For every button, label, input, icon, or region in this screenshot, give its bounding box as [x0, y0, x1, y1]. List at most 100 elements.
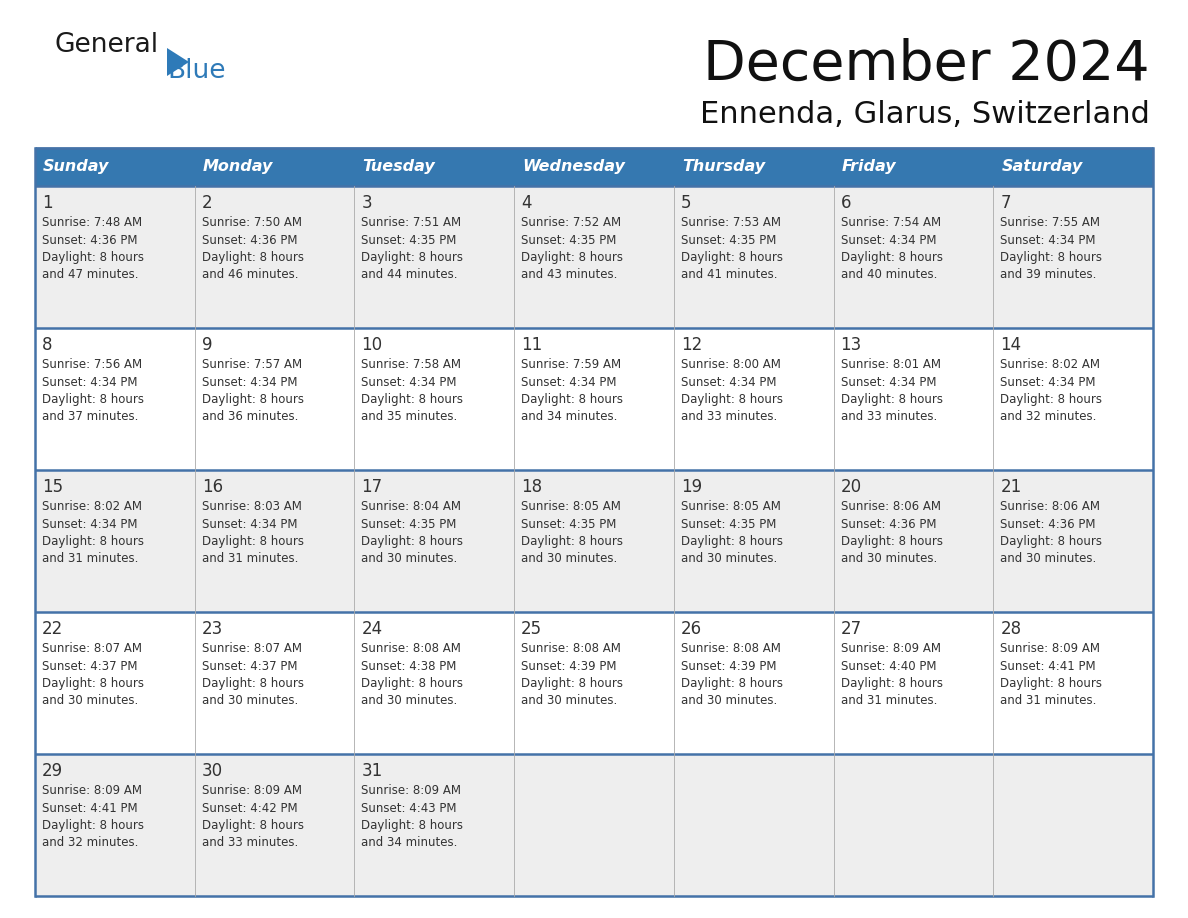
Text: Sunrise: 7:55 AM: Sunrise: 7:55 AM	[1000, 216, 1100, 229]
Text: Daylight: 8 hours: Daylight: 8 hours	[42, 677, 144, 690]
Text: Sunrise: 8:08 AM: Sunrise: 8:08 AM	[361, 642, 461, 655]
Bar	[834, 754, 993, 896]
Text: Daylight: 8 hours: Daylight: 8 hours	[1000, 251, 1102, 264]
Text: Sunrise: 8:09 AM: Sunrise: 8:09 AM	[841, 642, 941, 655]
Text: Daylight: 8 hours: Daylight: 8 hours	[841, 535, 942, 548]
Text: 5: 5	[681, 194, 691, 212]
Bar	[354, 186, 514, 328]
Text: Sunset: 4:34 PM: Sunset: 4:34 PM	[841, 233, 936, 247]
Bar	[34, 470, 195, 612]
Bar	[674, 470, 834, 612]
Bar	[674, 754, 834, 896]
Bar	[34, 186, 195, 328]
Bar	[674, 148, 834, 186]
Text: and 47 minutes.: and 47 minutes.	[42, 268, 139, 282]
Text: and 35 minutes.: and 35 minutes.	[361, 410, 457, 423]
Text: Friday: Friday	[841, 160, 896, 174]
Text: and 39 minutes.: and 39 minutes.	[1000, 268, 1097, 282]
Bar	[354, 328, 514, 470]
Text: 31: 31	[361, 762, 383, 780]
Text: Daylight: 8 hours: Daylight: 8 hours	[681, 677, 783, 690]
Text: Sunrise: 8:07 AM: Sunrise: 8:07 AM	[202, 642, 302, 655]
Bar	[195, 754, 354, 896]
Bar	[195, 186, 354, 328]
Text: Daylight: 8 hours: Daylight: 8 hours	[522, 677, 624, 690]
Text: and 30 minutes.: and 30 minutes.	[681, 553, 777, 565]
Bar	[834, 328, 993, 470]
Text: 10: 10	[361, 336, 383, 354]
Text: and 44 minutes.: and 44 minutes.	[361, 268, 457, 282]
Text: Daylight: 8 hours: Daylight: 8 hours	[522, 393, 624, 406]
Bar	[674, 186, 834, 328]
Text: 28: 28	[1000, 620, 1022, 638]
Text: Sunrise: 8:05 AM: Sunrise: 8:05 AM	[522, 500, 621, 513]
Text: 9: 9	[202, 336, 213, 354]
Text: Daylight: 8 hours: Daylight: 8 hours	[202, 251, 304, 264]
Text: 7: 7	[1000, 194, 1011, 212]
Text: and 30 minutes.: and 30 minutes.	[361, 695, 457, 708]
Text: 26: 26	[681, 620, 702, 638]
Bar	[34, 148, 195, 186]
Bar	[834, 470, 993, 612]
Text: and 37 minutes.: and 37 minutes.	[42, 410, 138, 423]
Polygon shape	[168, 48, 189, 76]
Text: Sunset: 4:42 PM: Sunset: 4:42 PM	[202, 801, 297, 814]
Text: Sunset: 4:36 PM: Sunset: 4:36 PM	[1000, 518, 1095, 531]
Text: 23: 23	[202, 620, 223, 638]
Text: and 34 minutes.: and 34 minutes.	[522, 410, 618, 423]
Text: 30: 30	[202, 762, 223, 780]
Text: Sunset: 4:35 PM: Sunset: 4:35 PM	[681, 233, 776, 247]
Text: Monday: Monday	[203, 160, 273, 174]
Bar	[993, 328, 1154, 470]
Text: Sunrise: 7:52 AM: Sunrise: 7:52 AM	[522, 216, 621, 229]
Bar	[834, 186, 993, 328]
Text: Daylight: 8 hours: Daylight: 8 hours	[522, 251, 624, 264]
Bar	[993, 148, 1154, 186]
Text: and 30 minutes.: and 30 minutes.	[202, 695, 298, 708]
Text: 17: 17	[361, 478, 383, 496]
Text: Daylight: 8 hours: Daylight: 8 hours	[841, 393, 942, 406]
Text: 20: 20	[841, 478, 861, 496]
Text: Sunset: 4:38 PM: Sunset: 4:38 PM	[361, 659, 457, 673]
Text: and 30 minutes.: and 30 minutes.	[522, 695, 618, 708]
Text: Sunrise: 7:59 AM: Sunrise: 7:59 AM	[522, 358, 621, 371]
Text: Sunset: 4:37 PM: Sunset: 4:37 PM	[202, 659, 297, 673]
Text: Sunset: 4:35 PM: Sunset: 4:35 PM	[681, 518, 776, 531]
Text: Sunset: 4:36 PM: Sunset: 4:36 PM	[42, 233, 138, 247]
Bar	[195, 328, 354, 470]
Bar	[354, 754, 514, 896]
Text: Sunset: 4:34 PM: Sunset: 4:34 PM	[841, 375, 936, 388]
Text: Daylight: 8 hours: Daylight: 8 hours	[42, 819, 144, 832]
Text: Sunset: 4:34 PM: Sunset: 4:34 PM	[42, 375, 138, 388]
Text: Sunrise: 7:54 AM: Sunrise: 7:54 AM	[841, 216, 941, 229]
Bar	[993, 612, 1154, 754]
Bar	[514, 186, 674, 328]
Bar	[195, 612, 354, 754]
Text: Sunset: 4:34 PM: Sunset: 4:34 PM	[1000, 233, 1095, 247]
Text: and 30 minutes.: and 30 minutes.	[361, 553, 457, 565]
Text: 12: 12	[681, 336, 702, 354]
Text: and 30 minutes.: and 30 minutes.	[841, 553, 937, 565]
Text: and 30 minutes.: and 30 minutes.	[42, 695, 138, 708]
Text: Sunset: 4:35 PM: Sunset: 4:35 PM	[522, 518, 617, 531]
Text: Daylight: 8 hours: Daylight: 8 hours	[681, 535, 783, 548]
Text: 22: 22	[42, 620, 63, 638]
Text: and 33 minutes.: and 33 minutes.	[841, 410, 937, 423]
Bar	[195, 470, 354, 612]
Text: Sunrise: 7:57 AM: Sunrise: 7:57 AM	[202, 358, 302, 371]
Text: December 2024: December 2024	[703, 38, 1150, 92]
Text: 13: 13	[841, 336, 861, 354]
Text: and 32 minutes.: and 32 minutes.	[42, 836, 138, 849]
Text: 4: 4	[522, 194, 532, 212]
Text: 16: 16	[202, 478, 223, 496]
Text: Sunrise: 8:09 AM: Sunrise: 8:09 AM	[361, 784, 461, 797]
Text: General: General	[55, 32, 159, 58]
Bar	[354, 148, 514, 186]
Text: Sunrise: 8:08 AM: Sunrise: 8:08 AM	[681, 642, 781, 655]
Text: and 34 minutes.: and 34 minutes.	[361, 836, 457, 849]
Bar	[195, 148, 354, 186]
Text: and 31 minutes.: and 31 minutes.	[202, 553, 298, 565]
Text: Daylight: 8 hours: Daylight: 8 hours	[361, 393, 463, 406]
Text: Sunrise: 8:09 AM: Sunrise: 8:09 AM	[42, 784, 143, 797]
Text: Sunset: 4:37 PM: Sunset: 4:37 PM	[42, 659, 138, 673]
